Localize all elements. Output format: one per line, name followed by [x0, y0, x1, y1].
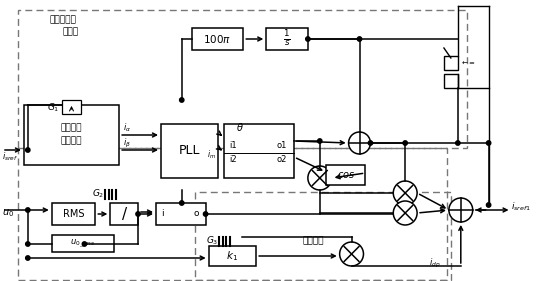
Circle shape: [26, 148, 30, 152]
Circle shape: [26, 256, 30, 260]
Circle shape: [180, 98, 184, 102]
Bar: [18, 148, 447, 280]
Bar: [195, 192, 451, 280]
Circle shape: [308, 166, 332, 190]
Text: $i_{\beta}$: $i_{\beta}$: [123, 137, 131, 149]
Bar: [161, 124, 219, 178]
Text: $cos$: $cos$: [337, 170, 355, 180]
Circle shape: [318, 139, 322, 143]
Circle shape: [449, 198, 473, 222]
Text: /: /: [122, 207, 126, 221]
Bar: [192, 28, 243, 50]
Circle shape: [487, 203, 491, 207]
Circle shape: [26, 242, 30, 246]
Bar: [444, 74, 458, 88]
Circle shape: [368, 141, 373, 145]
Text: RMS: RMS: [63, 209, 84, 219]
Circle shape: [348, 132, 370, 154]
Circle shape: [136, 212, 140, 216]
Text: 阻尼电流: 阻尼电流: [303, 237, 324, 246]
Text: $\theta$: $\theta$: [236, 121, 244, 133]
Text: 补偿电流锁: 补偿电流锁: [50, 15, 77, 24]
Text: $\leftarrow$=: $\leftarrow$=: [460, 60, 475, 66]
Circle shape: [306, 37, 310, 41]
Text: $i_m$: $i_m$: [206, 149, 215, 161]
Text: $i_{dp}$: $i_{dp}$: [429, 257, 441, 269]
Text: o1: o1: [277, 140, 287, 149]
Text: o: o: [193, 210, 199, 219]
Bar: [156, 203, 206, 225]
Circle shape: [487, 141, 491, 145]
Circle shape: [26, 208, 30, 212]
Text: $\frac{1}{s}$: $\frac{1}{s}$: [283, 29, 291, 49]
Bar: [18, 10, 467, 148]
Bar: [266, 28, 308, 50]
Circle shape: [340, 242, 363, 266]
Bar: [326, 165, 366, 185]
Bar: [209, 246, 256, 266]
Bar: [51, 203, 95, 225]
Circle shape: [403, 141, 407, 145]
Text: $i_{sref1}$: $i_{sref1}$: [511, 201, 531, 213]
Text: 发生电路: 发生电路: [61, 137, 82, 146]
Circle shape: [82, 242, 87, 246]
Text: i2: i2: [229, 155, 237, 164]
Bar: [110, 203, 138, 225]
Text: $G_1$: $G_1$: [47, 102, 59, 114]
Text: $G_2$: $G_2$: [92, 188, 105, 200]
Text: $i_{sref}$: $i_{sref}$: [2, 151, 18, 163]
Bar: [62, 100, 81, 114]
Text: $100\pi$: $100\pi$: [203, 33, 232, 45]
Circle shape: [358, 37, 362, 41]
Text: $k_1$: $k_1$: [226, 249, 239, 263]
Text: 存电路: 存电路: [63, 28, 79, 37]
Text: $u_0$: $u_0$: [2, 207, 14, 219]
Bar: [24, 105, 119, 165]
Circle shape: [393, 201, 417, 225]
Circle shape: [203, 212, 208, 216]
Text: $i_{\alpha}$: $i_{\alpha}$: [123, 122, 131, 134]
Bar: [225, 124, 294, 178]
Circle shape: [456, 141, 460, 145]
Circle shape: [180, 201, 184, 205]
Circle shape: [393, 181, 417, 205]
Text: PLL: PLL: [179, 144, 200, 157]
Bar: [51, 235, 114, 252]
Text: $u_{0\_rms}$: $u_{0\_rms}$: [70, 237, 95, 250]
Text: $G_3$: $G_3$: [206, 235, 218, 247]
Text: i: i: [161, 210, 163, 219]
Text: 正交信号: 正交信号: [61, 124, 82, 133]
Bar: [444, 56, 458, 70]
Text: i1: i1: [229, 140, 237, 149]
Text: o2: o2: [277, 155, 287, 164]
